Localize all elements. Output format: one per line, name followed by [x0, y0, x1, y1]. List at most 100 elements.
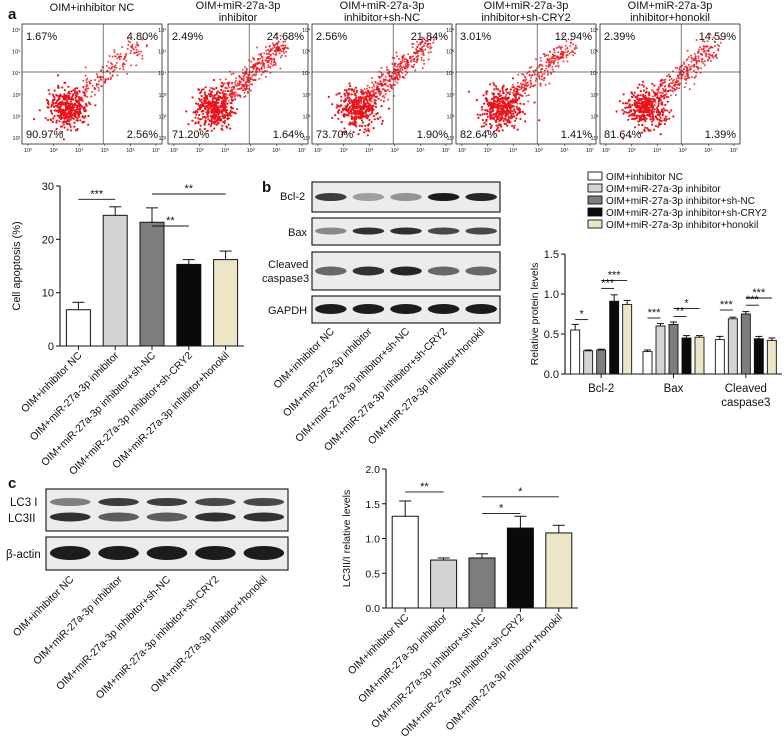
lane-label: OIM+miR-27a-3p inhibitor: [31, 573, 125, 667]
event-dot: [284, 44, 287, 47]
event-dot: [413, 57, 416, 60]
event-dot: [58, 106, 61, 109]
blot-band: [195, 498, 236, 506]
event-dot: [656, 96, 659, 99]
event-dot: [358, 129, 361, 132]
event-dot: [659, 116, 662, 119]
event-dot: [107, 78, 110, 81]
event-dot: [550, 59, 553, 62]
event-dot: [360, 98, 363, 101]
blot-band: [427, 266, 460, 276]
event-dot: [61, 111, 64, 114]
event-dot: [497, 126, 500, 129]
event-dot: [512, 108, 515, 111]
event-dot: [407, 61, 410, 64]
event-dot: [512, 115, 515, 118]
event-dot: [232, 87, 235, 90]
event-dot: [118, 58, 121, 61]
event-dot: [562, 60, 565, 63]
event-dot: [344, 105, 347, 108]
event-dot: [366, 84, 369, 87]
event-dot: [364, 124, 367, 127]
event-dot: [231, 91, 234, 94]
bar: [65, 309, 91, 347]
flow-events: [615, 33, 722, 140]
event-dot: [354, 94, 357, 97]
significance-label: ***: [608, 269, 622, 281]
event-dot: [64, 116, 67, 119]
event-dot: [206, 113, 209, 116]
event-dot: [353, 104, 356, 107]
event-dot: [643, 106, 647, 109]
event-dot: [104, 78, 107, 81]
event-dot: [202, 88, 205, 91]
event-dot: [376, 87, 379, 90]
event-dot: [630, 110, 633, 113]
event-dot: [204, 108, 207, 111]
event-dot: [634, 126, 637, 129]
event-dot: [219, 78, 222, 81]
event-dot: [383, 82, 386, 85]
event-dot: [560, 53, 563, 56]
event-dot: [128, 41, 131, 44]
event-dot: [65, 98, 68, 101]
y-tick-label: 10³: [13, 93, 21, 99]
event-dot: [343, 107, 346, 110]
event-dot: [517, 73, 520, 76]
event-dot: [91, 84, 94, 87]
event-dot: [524, 79, 526, 82]
event-dot: [665, 118, 668, 121]
event-dot: [228, 112, 231, 115]
event-dot: [697, 66, 700, 69]
event-dot: [682, 68, 685, 71]
quadrant-q3: 73.70%: [316, 129, 354, 141]
event-dot: [685, 59, 688, 62]
bar: [727, 318, 738, 375]
event-dot: [697, 68, 699, 71]
event-dot: [57, 97, 61, 100]
event-dot: [664, 103, 667, 107]
event-dot: [708, 57, 711, 60]
blot-row: [311, 295, 501, 324]
event-dot: [514, 119, 517, 122]
event-dot: [397, 72, 400, 75]
event-dot: [342, 131, 345, 134]
event-dot: [666, 75, 668, 77]
event-dot: [371, 86, 374, 89]
event-dot: [234, 91, 237, 94]
event-dot: [47, 103, 50, 106]
event-dot: [653, 128, 656, 131]
event-dot: [517, 88, 520, 91]
event-dot: [387, 85, 390, 88]
event-dot: [694, 55, 697, 58]
event-dot: [546, 69, 549, 72]
event-dot: [354, 86, 358, 89]
x-tick-label: 10⁴: [653, 147, 662, 154]
blot-band: [315, 193, 347, 201]
event-dot: [135, 48, 138, 51]
event-dot: [223, 82, 226, 85]
event-dot: [197, 88, 200, 91]
event-dot: [242, 72, 245, 75]
flow-frame: [21, 23, 163, 145]
event-dot: [507, 119, 511, 122]
event-dot: [254, 65, 256, 68]
event-dot: [372, 127, 375, 130]
event-dot: [80, 99, 83, 102]
event-dot: [85, 90, 88, 93]
event-dot: [710, 54, 713, 57]
event-dot: [395, 55, 398, 58]
flow-title: inhibitor+sh-NC: [344, 12, 420, 24]
event-dot: [513, 93, 516, 96]
event-dot: [498, 92, 501, 95]
event-dot: [667, 73, 670, 76]
blot-label-caspase: caspase3: [262, 273, 309, 285]
event-dot: [410, 65, 413, 68]
x-tick-label: 10⁴: [221, 147, 230, 154]
event-dot: [687, 76, 690, 79]
event-dot: [496, 116, 499, 119]
event-dot: [345, 91, 348, 94]
event-dot: [678, 87, 681, 90]
event-dot: [557, 46, 560, 49]
event-dot: [364, 90, 367, 93]
